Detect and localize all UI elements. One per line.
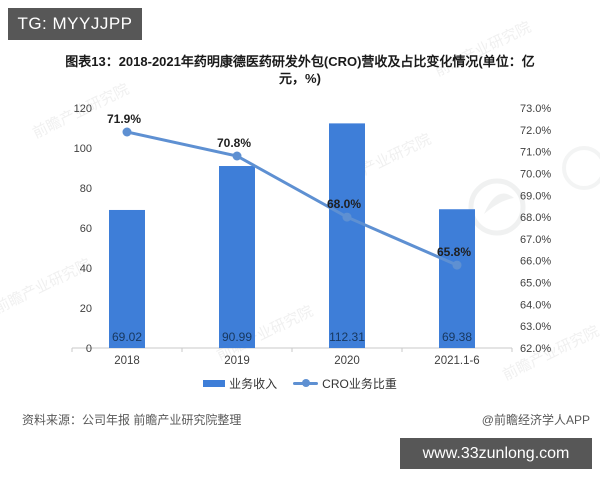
telegram-badge: TG: MYYJJPP: [8, 8, 142, 40]
bar-2021.1-6: [439, 209, 475, 348]
right-axis-tick-label: 65.0%: [520, 278, 551, 290]
credit-note: @前瞻经济学人APP: [481, 413, 590, 427]
right-axis-tick-label: 72.0%: [520, 125, 551, 137]
bar-2019: [219, 166, 255, 348]
right-axis-tick-label: 69.0%: [520, 190, 551, 202]
right-axis-tick-label: 62.0%: [520, 343, 551, 355]
right-axis-tick-label: 64.0%: [520, 299, 551, 311]
left-axis-tick-label: 100: [74, 143, 92, 155]
line-point-2020: [342, 212, 352, 222]
line-point-2018: [122, 127, 132, 137]
category-label: 2021.1-6: [434, 355, 479, 367]
left-axis-tick-label: 60: [80, 223, 92, 235]
line-point-label: 71.9%: [107, 112, 141, 126]
right-axis-tick-label: 67.0%: [520, 234, 551, 246]
right-axis-tick-label: 73.0%: [520, 103, 551, 115]
chart-title-line2: 元，%): [279, 71, 321, 86]
right-axis-tick-label: 70.0%: [520, 168, 551, 180]
line-marker-icon: [302, 379, 311, 387]
line-point-2021.1-6: [452, 260, 462, 270]
category-label: 2020: [334, 355, 360, 367]
line-point-label: 65.8%: [437, 245, 471, 259]
footer: 资料来源：公司年报 前瞻产业研究院整理 @前瞻经济学人APP: [22, 411, 590, 428]
legend-label-cro-share: CRO业务比重: [322, 376, 397, 391]
line-series-swatch: [293, 379, 319, 387]
line-point-label: 68.0%: [327, 197, 361, 211]
bar-2020: [329, 123, 365, 348]
left-axis-tick-label: 120: [74, 103, 92, 115]
bar-series-swatch: [203, 379, 226, 387]
bar-value-label: 112.31: [329, 330, 365, 344]
source-note: 资料来源：公司年报 前瞻产业研究院整理: [22, 413, 242, 427]
left-axis-tick-label: 40: [80, 263, 92, 275]
bar-value-label: 69.02: [112, 330, 142, 344]
right-axis-tick-label: 63.0%: [520, 321, 551, 333]
right-axis-tick-label: 71.0%: [520, 147, 551, 159]
chart-title-line1: 图表13：2018-2021年药明康德医药研发外包(CRO)营收及占比变化情况(…: [65, 54, 535, 69]
watermark-logo-icon: [484, 193, 514, 214]
line-point-2019: [232, 151, 242, 161]
category-label: 2018: [114, 355, 140, 367]
website-badge: www.33zunlong.com: [400, 438, 592, 469]
cro-share-line: [125, 130, 459, 267]
chart-title: 图表13：2018-2021年药明康德医药研发外包(CRO)营收及占比变化情况(…: [28, 53, 572, 87]
bar-value-label: 69.38: [442, 330, 472, 344]
left-axis-tick-label: 80: [80, 183, 92, 195]
right-axis-tick-label: 68.0%: [520, 212, 551, 224]
chart-legend: 业务收入 CRO业务比重: [0, 375, 600, 391]
left-axis-tick-label: 0: [86, 343, 92, 355]
bar-2018: [109, 209, 145, 348]
category-label: 2019: [224, 355, 250, 367]
line-point-label: 70.8%: [217, 136, 251, 150]
legend-label-revenue: 业务收入: [229, 376, 278, 391]
watermark-logo-icon: [562, 146, 600, 190]
legend-item-cro-share: CRO业务比重: [293, 375, 397, 392]
right-axis-tick-label: 66.0%: [520, 256, 551, 268]
left-axis-tick-label: 20: [80, 303, 92, 315]
watermark-logo-icon: [468, 178, 526, 236]
bar-value-label: 90.99: [222, 330, 252, 344]
legend-item-revenue: 业务收入: [203, 375, 277, 392]
